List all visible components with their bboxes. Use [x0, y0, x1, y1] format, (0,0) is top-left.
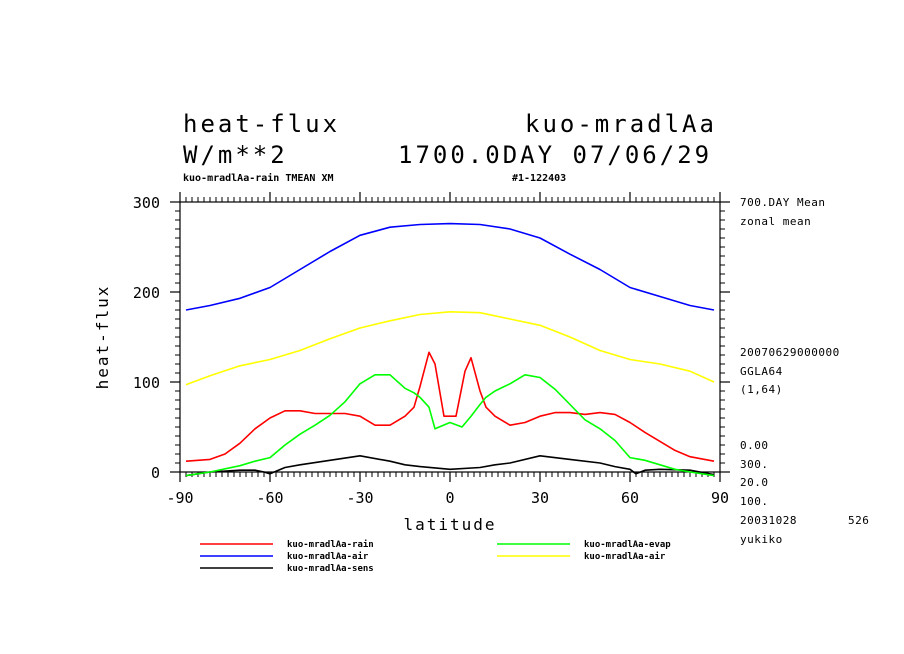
y-tick-label: 300 [133, 194, 160, 212]
side-grid: GGLA64 [740, 365, 783, 378]
experiment-title: kuo-mradlAa [525, 110, 717, 138]
minor-ticks [175, 197, 725, 477]
series-line-kuo-mradlaa-sens-2 [185, 454, 715, 477]
y-axis-label: heat-flux [93, 285, 112, 390]
time-info: 1700.0DAY 07/06/29 [398, 141, 713, 169]
side-id: 526 [848, 514, 870, 527]
side-date: 20031028 [740, 514, 797, 527]
y-tick-label: 100 [133, 374, 160, 392]
side-datetime: 20070629000000 [740, 346, 840, 359]
legend: kuo-mradlAa-rainkuo-mradlAa-airkuo-mradl… [200, 539, 671, 574]
x-tick-label: -90 [166, 489, 193, 507]
x-tick-label: 0 [445, 489, 454, 507]
series-line-kuo-mradlaa-air-4 [185, 310, 715, 386]
legend-label: kuo-mradlAa-evap [584, 540, 671, 550]
side-user: yukiko [740, 533, 783, 546]
x-tick-label: 30 [531, 489, 549, 507]
x-tick-label: -60 [256, 489, 283, 507]
side-mean-label: 700.DAY Mean [740, 196, 826, 209]
side-zonal-label: zonal mean [740, 215, 812, 228]
x-axis-label: latitude [403, 515, 496, 534]
subtitle-right: #1-122403 [512, 173, 567, 184]
units-label: W/m**2 [183, 141, 288, 169]
series-line-kuo-mradlaa-rain-0 [185, 351, 715, 462]
legend-label: kuo-mradlAa-sens [287, 564, 374, 574]
side-index: (1,64) [740, 383, 783, 396]
axis-ticks: -90 -60 -30 0 30 60 90 0 100 200 300 [133, 192, 730, 507]
x-tick-label: 60 [621, 489, 639, 507]
y-tick-label: 200 [133, 284, 160, 302]
legend-label: kuo-mradlAa-air [287, 551, 369, 562]
side-value-1: 0.00 [740, 439, 769, 452]
y-tick-label: 0 [151, 464, 160, 482]
series-line-kuo-mradlaa-evap-3 [185, 373, 715, 477]
legend-label: kuo-mradlAa-air [584, 551, 666, 562]
side-value-2: 300. [740, 458, 769, 471]
side-value-4: 100. [740, 495, 769, 508]
series-line-kuo-mradlaa-air-1 [185, 222, 715, 311]
variable-title: heat-flux [183, 110, 341, 138]
x-tick-label: 90 [711, 489, 729, 507]
side-value-3: 20.0 [740, 476, 769, 489]
legend-label: kuo-mradlAa-rain [287, 539, 374, 550]
series-group [185, 222, 715, 477]
x-tick-label: -30 [346, 489, 373, 507]
subtitle-left: kuo-mradlAa-rain TMEAN XM [183, 173, 334, 184]
plot-frame [179, 201, 721, 473]
